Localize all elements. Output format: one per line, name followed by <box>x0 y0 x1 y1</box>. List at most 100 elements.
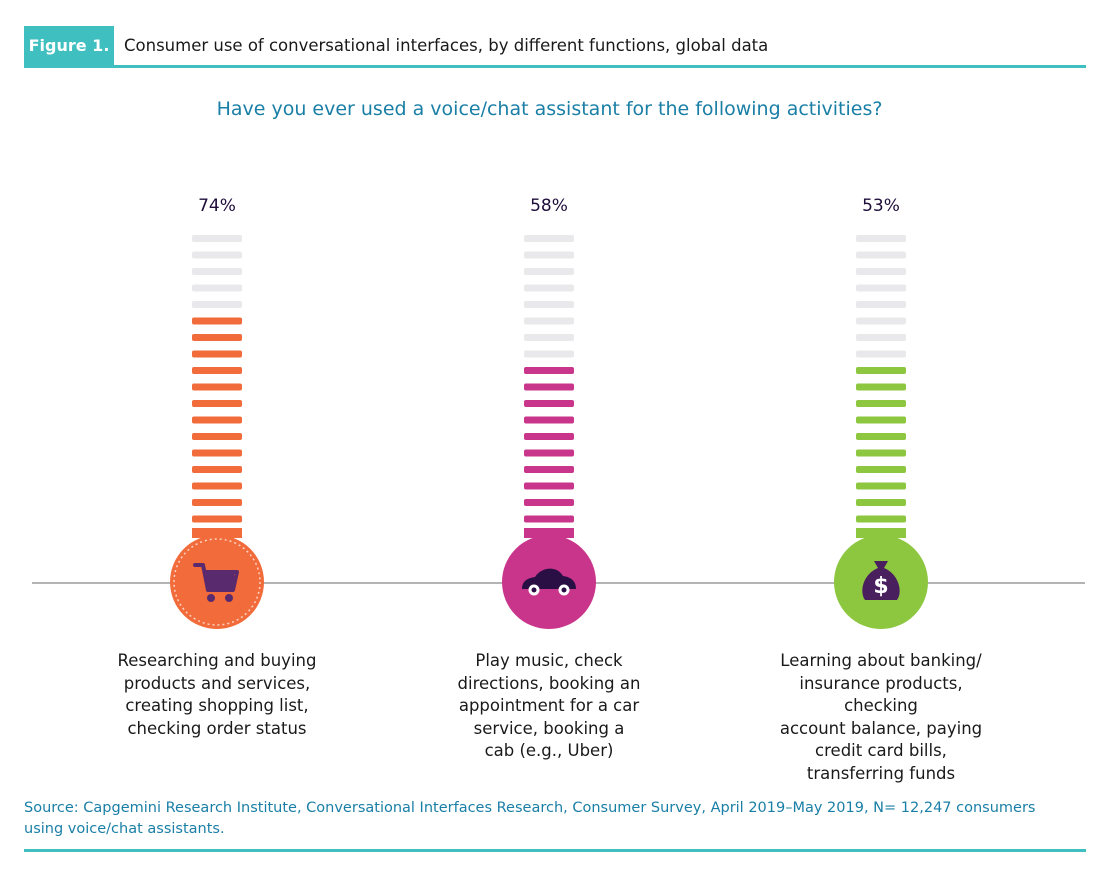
bar-segment-filled <box>524 515 574 523</box>
cart-wheel <box>207 594 215 602</box>
cart-wheel <box>225 594 233 602</box>
bar-segment-empty <box>192 251 242 259</box>
value-label: 58% <box>530 196 568 216</box>
chart-question: Have you ever used a voice/chat assistan… <box>216 98 883 120</box>
bar-segment-empty <box>856 350 906 358</box>
bar-segment-filled <box>192 515 242 523</box>
bar-segment-filled <box>192 367 242 374</box>
bar-segment-filled <box>192 499 242 506</box>
caption-line: Researching and buying <box>117 651 317 670</box>
caption-line: appointment for a car <box>458 696 640 715</box>
caption-line: products and services, <box>123 673 311 693</box>
caption-line: account balance, paying <box>779 718 983 738</box>
money-bag-shape <box>862 561 900 600</box>
caption-line: checking order status <box>127 718 307 738</box>
bar-segment-filled <box>192 383 242 391</box>
money-bag-icon: $ <box>862 561 900 600</box>
bar-segment-filled <box>192 449 242 457</box>
caption-line: transferring funds <box>806 763 956 783</box>
bar-segment-filled <box>524 367 574 374</box>
bar-segment-empty <box>856 268 906 275</box>
source-note: Source: Capgemini Research Institute, Co… <box>24 800 1036 837</box>
bar-segment-empty <box>192 284 242 292</box>
car-body <box>522 568 576 589</box>
thermometer-bar: 53% $ <box>834 196 928 629</box>
header-divider <box>24 65 1086 68</box>
thermometer-bar: 74% <box>170 196 264 629</box>
bar-segment-empty <box>856 251 906 259</box>
bar-segment-filled <box>856 400 906 407</box>
figure-header: Figure 1. Consumer use of conversational… <box>24 26 1086 66</box>
caption-line: insurance products, checking <box>799 673 963 716</box>
bar-segment-filled <box>856 383 906 391</box>
thermometer-bar: 58% <box>502 196 596 629</box>
bar-segment-filled <box>856 515 906 523</box>
car-icon <box>522 568 576 596</box>
bar-segment-filled <box>192 317 242 325</box>
figure-title: Consumer use of conversational interface… <box>124 36 769 55</box>
car-hub <box>561 587 567 593</box>
value-label: 53% <box>862 196 900 216</box>
bar-segment-filled <box>856 482 906 490</box>
bar-segment-filled <box>524 433 574 440</box>
bar-segment-empty <box>524 251 574 259</box>
bar-segment-filled <box>524 482 574 490</box>
dollar-sign: $ <box>873 574 888 599</box>
bar-segment-empty <box>856 301 906 308</box>
cart-frame <box>193 563 239 592</box>
bar-segment-empty <box>192 301 242 308</box>
bar-segment-empty <box>524 317 574 325</box>
caption-music-car: Play music, check directions, booking an… <box>429 650 669 763</box>
caption-banking: Learning about banking/ insurance produc… <box>761 650 1001 785</box>
bar-segment-filled <box>192 350 242 358</box>
bar-segment-empty <box>524 334 574 341</box>
bar-segment-filled <box>524 449 574 457</box>
caption-line: service, booking a <box>473 718 625 738</box>
bar-segment-filled <box>192 400 242 407</box>
caption-line: directions, booking an <box>457 673 641 693</box>
bar-segment-empty <box>856 235 906 242</box>
bar-segment-empty <box>192 268 242 275</box>
bar-stem <box>524 528 574 538</box>
bar-segment-filled <box>192 466 242 473</box>
caption-line: Learning about banking/ <box>780 651 982 670</box>
thermometer-chart: 74% 58% 53% $ <box>32 196 1085 629</box>
bar-segment-filled <box>524 383 574 391</box>
bar-stem <box>192 528 242 538</box>
cart-basket <box>207 573 234 588</box>
bar-segment-filled <box>524 499 574 506</box>
bar-segment-empty <box>524 235 574 242</box>
bar-segment-empty <box>524 350 574 358</box>
caption-shopping: Researching and buying products and serv… <box>97 650 337 740</box>
value-label: 74% <box>198 196 236 216</box>
bar-segment-filled <box>524 466 574 473</box>
caption-line: creating shopping list, <box>125 696 309 715</box>
bar-segment-filled <box>856 433 906 440</box>
caption-line: Play music, check <box>475 651 623 670</box>
bar-segment-empty <box>524 268 574 275</box>
bulb-ring <box>173 538 261 626</box>
bar-segment-filled <box>856 367 906 374</box>
bar-segment-filled <box>192 433 242 440</box>
car-hub <box>531 587 537 593</box>
bar-segment-empty <box>192 235 242 242</box>
caption-line: credit card bills, <box>815 741 947 760</box>
bar-segment-empty <box>856 284 906 292</box>
shopping-cart-icon <box>193 563 239 602</box>
bar-segment-filled <box>192 482 242 490</box>
caption-line: cab (e.g., Uber) <box>484 741 614 760</box>
bar-segment-empty <box>856 334 906 341</box>
bar-segment-filled <box>856 499 906 506</box>
bar-segment-empty <box>524 301 574 308</box>
bar-segment-filled <box>856 449 906 457</box>
figure-label: Figure 1. <box>24 26 114 66</box>
footer-divider <box>24 849 1086 852</box>
bar-segment-empty <box>524 284 574 292</box>
bar-segment-filled <box>192 416 242 424</box>
bar-segment-empty <box>856 317 906 325</box>
bar-segment-filled <box>192 334 242 341</box>
bar-stem <box>856 528 906 538</box>
bar-segment-filled <box>856 416 906 424</box>
bar-segment-filled <box>856 466 906 473</box>
bar-segment-filled <box>524 416 574 424</box>
